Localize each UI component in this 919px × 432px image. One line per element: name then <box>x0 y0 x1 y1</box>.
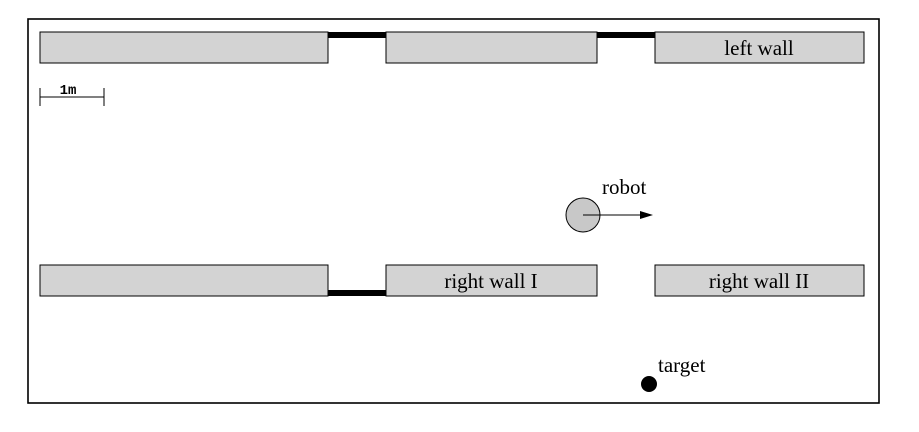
top-door-2 <box>597 32 655 38</box>
top-door-1 <box>328 32 386 38</box>
left-wall-label: left wall <box>724 36 794 60</box>
top-wall-segment-2 <box>385 31 598 64</box>
robot-label: robot <box>602 175 646 199</box>
scale-bar-label: 1m <box>60 83 77 99</box>
robot-heading-arrowhead <box>640 211 653 219</box>
diagram-frame <box>27 18 880 404</box>
bottom-door-1 <box>328 290 386 296</box>
right-wall-1-label: right wall I <box>444 269 537 293</box>
target-label: target <box>658 353 706 377</box>
left-wall <box>654 31 865 64</box>
bottom-wall-segment-1 <box>39 264 329 297</box>
target-dot <box>641 376 657 392</box>
right-wall-1 <box>385 264 598 297</box>
robot: robot <box>565 175 653 233</box>
target: target <box>641 353 706 392</box>
top-wall-segment-1 <box>39 31 329 64</box>
scale-bar: 1m <box>39 83 105 106</box>
right-wall-2 <box>654 264 865 297</box>
right-wall-2-label: right wall II <box>709 269 809 293</box>
